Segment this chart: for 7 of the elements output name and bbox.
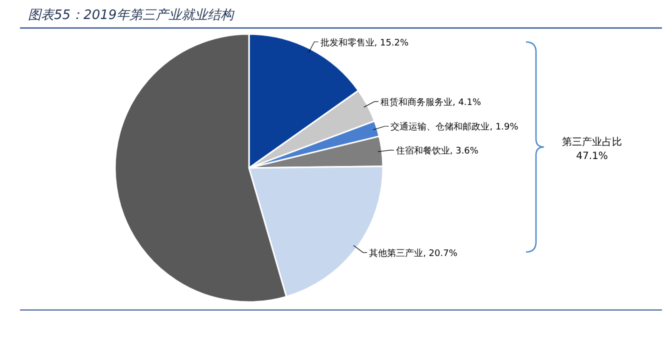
slice-label: 交通运输、仓储和邮政业, 1.9% (390, 122, 519, 133)
slice-label: 其他第三产业, 20.7% (369, 248, 458, 260)
slice-label: 住宿和餐饮业, 3.6% (396, 146, 479, 157)
slice-label: 批发和零售业, 15.2% (320, 37, 410, 48)
slice-label: 租赁和商务服务业, 4.1% (380, 97, 482, 108)
text: 第三产业占比 47.1% (562, 136, 622, 162)
chart-title: 图表55：2019年第三产业就业结构 (28, 8, 236, 23)
